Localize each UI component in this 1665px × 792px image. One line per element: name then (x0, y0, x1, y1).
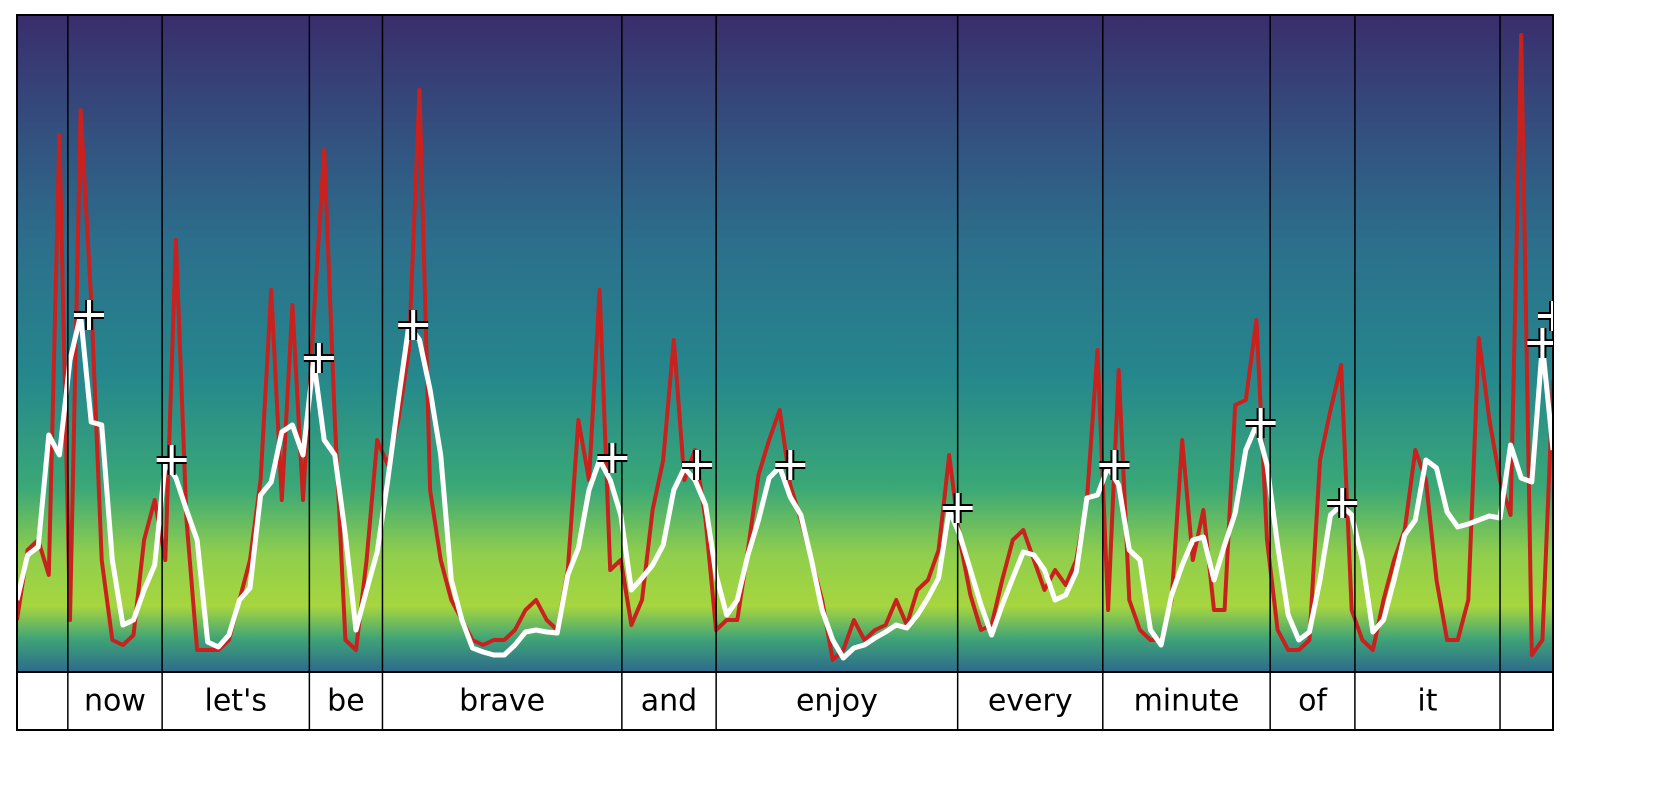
peak-marker (1527, 328, 1553, 358)
marker-core (1538, 301, 1553, 331)
peak-marker (682, 450, 713, 480)
marker-core (775, 450, 806, 480)
word-label: minute (1134, 684, 1240, 719)
peak-marker (1538, 301, 1553, 331)
peak-marker (597, 443, 628, 473)
word-label: brave (459, 684, 545, 719)
overlay: now let's be brave and enjoy every minute of it (67, 15, 1553, 730)
peak-marker (1099, 450, 1130, 480)
peak-marker (398, 310, 429, 340)
marker-core (156, 445, 187, 475)
peak-marker (156, 445, 187, 475)
markers (74, 300, 1553, 523)
peak-marker (1245, 408, 1276, 438)
marker-core (398, 310, 429, 340)
word-label: let's (205, 684, 267, 719)
peak-marker (74, 300, 105, 330)
word-label: of (1298, 684, 1328, 719)
peak-marker (775, 450, 806, 480)
marker-core (1327, 488, 1358, 518)
word-label: enjoy (796, 684, 878, 719)
red-curve (17, 33, 1553, 662)
white-curve (17, 312, 1553, 661)
marker-core (303, 343, 334, 373)
word-label: every (988, 684, 1073, 719)
plot-area (17, 33, 1553, 662)
peak-marker (1327, 488, 1358, 518)
word-label: it (1417, 684, 1437, 719)
marker-core (1245, 408, 1276, 438)
word-label: and (641, 684, 697, 719)
peak-marker (942, 493, 973, 523)
word-bar (16, 671, 1554, 731)
peak-marker (303, 343, 334, 373)
word-label: now (84, 684, 146, 719)
marker-core (1527, 328, 1553, 358)
marker-core (942, 493, 973, 523)
marker-core (74, 300, 105, 330)
word-label: be (327, 684, 365, 719)
marker-core (682, 450, 713, 480)
marker-core (597, 443, 628, 473)
marker-core (1099, 450, 1130, 480)
